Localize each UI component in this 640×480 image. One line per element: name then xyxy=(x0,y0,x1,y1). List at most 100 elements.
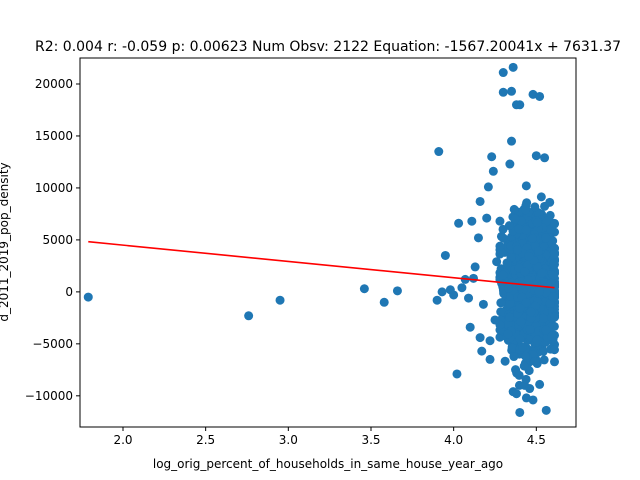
data-point xyxy=(517,342,527,352)
data-point xyxy=(546,331,556,341)
data-point xyxy=(483,182,493,192)
chart-title: R2: 0.004 r: -0.059 p: 0.00623 Num Obsv:… xyxy=(35,39,621,55)
data-point xyxy=(503,319,513,329)
data-point xyxy=(538,313,548,323)
data-point xyxy=(507,86,517,96)
data-point xyxy=(475,196,485,206)
data-point xyxy=(515,303,525,313)
data-point xyxy=(437,287,447,297)
data-point xyxy=(523,275,533,285)
data-point xyxy=(531,151,541,161)
x-axis-ticks: 2.0 2.5 3.0 3.5 4.0 4.5 xyxy=(113,427,546,447)
regression-layer xyxy=(88,240,555,289)
data-point xyxy=(539,355,549,365)
x-tick-label: 4.0 xyxy=(444,433,463,447)
data-point xyxy=(504,221,514,231)
data-point xyxy=(521,374,531,384)
data-point xyxy=(434,147,444,157)
data-point xyxy=(485,336,495,346)
data-point xyxy=(509,204,519,214)
data-point xyxy=(498,270,508,280)
x-tick-label: 2.0 xyxy=(113,433,132,447)
data-point xyxy=(546,278,556,288)
plot-area-frame xyxy=(79,57,577,428)
data-point xyxy=(432,295,442,305)
data-point xyxy=(452,369,462,379)
data-point xyxy=(549,259,559,269)
data-point xyxy=(548,292,558,302)
data-point xyxy=(550,312,560,322)
data-point xyxy=(495,241,505,251)
data-point xyxy=(505,312,515,322)
data-point xyxy=(488,166,498,176)
data-point xyxy=(540,278,550,288)
data-point xyxy=(513,245,523,255)
data-point xyxy=(508,62,518,72)
data-point xyxy=(487,152,497,162)
data-point xyxy=(505,159,515,169)
data-point xyxy=(454,218,464,228)
data-point xyxy=(550,219,560,229)
data-point xyxy=(511,100,521,110)
data-point xyxy=(502,258,512,268)
data-point xyxy=(464,293,474,303)
data-point xyxy=(519,361,529,371)
data-point xyxy=(514,224,524,234)
data-point xyxy=(468,273,478,283)
data-point xyxy=(83,292,93,302)
data-point xyxy=(524,251,534,261)
data-point xyxy=(507,343,517,353)
x-tick-label: 2.5 xyxy=(196,433,215,447)
data-point xyxy=(465,322,475,332)
data-point xyxy=(548,270,558,280)
data-point xyxy=(550,249,560,259)
data-point xyxy=(532,335,542,345)
data-point xyxy=(535,91,545,101)
data-point xyxy=(540,153,550,163)
data-point xyxy=(541,405,551,415)
data-point xyxy=(490,315,500,325)
data-point xyxy=(538,346,548,356)
data-point xyxy=(541,288,551,298)
data-point xyxy=(449,290,459,300)
data-point xyxy=(521,181,531,191)
data-point xyxy=(477,346,487,356)
data-point xyxy=(535,379,545,389)
data-point xyxy=(492,257,502,267)
data-point xyxy=(440,250,450,260)
data-point xyxy=(498,87,508,97)
data-point xyxy=(475,333,485,343)
data-point xyxy=(536,192,546,202)
y-axis-title: d_2011_2019_pop_density xyxy=(0,162,11,321)
data-point xyxy=(520,267,530,277)
data-point xyxy=(500,356,510,366)
data-point xyxy=(525,384,535,394)
data-point xyxy=(534,287,544,297)
x-tick-label: 3.0 xyxy=(279,433,298,447)
data-point xyxy=(537,268,547,278)
data-point xyxy=(550,357,560,367)
data-point xyxy=(541,233,551,243)
data-point xyxy=(467,216,477,226)
data-point xyxy=(526,307,536,317)
data-point xyxy=(503,329,513,339)
y-tick-label: 20000 xyxy=(35,77,73,91)
regression-line xyxy=(88,240,555,289)
x-tick-label: 4.5 xyxy=(527,433,546,447)
data-point xyxy=(550,345,560,355)
data-point xyxy=(275,295,285,305)
x-axis-title: log_orig_percent_of_households_in_same_h… xyxy=(153,457,503,471)
data-point xyxy=(392,286,402,296)
data-point xyxy=(457,283,467,293)
data-point xyxy=(542,216,552,226)
data-point xyxy=(496,298,506,308)
data-point xyxy=(520,351,530,361)
y-tick-label: 15000 xyxy=(35,129,73,143)
data-point xyxy=(510,214,520,224)
data-point xyxy=(545,197,555,207)
data-point xyxy=(521,298,531,308)
data-point xyxy=(478,299,488,309)
data-point xyxy=(379,297,389,307)
data-point xyxy=(359,284,369,294)
